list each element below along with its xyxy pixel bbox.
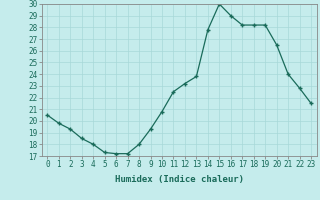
X-axis label: Humidex (Indice chaleur): Humidex (Indice chaleur) [115,175,244,184]
